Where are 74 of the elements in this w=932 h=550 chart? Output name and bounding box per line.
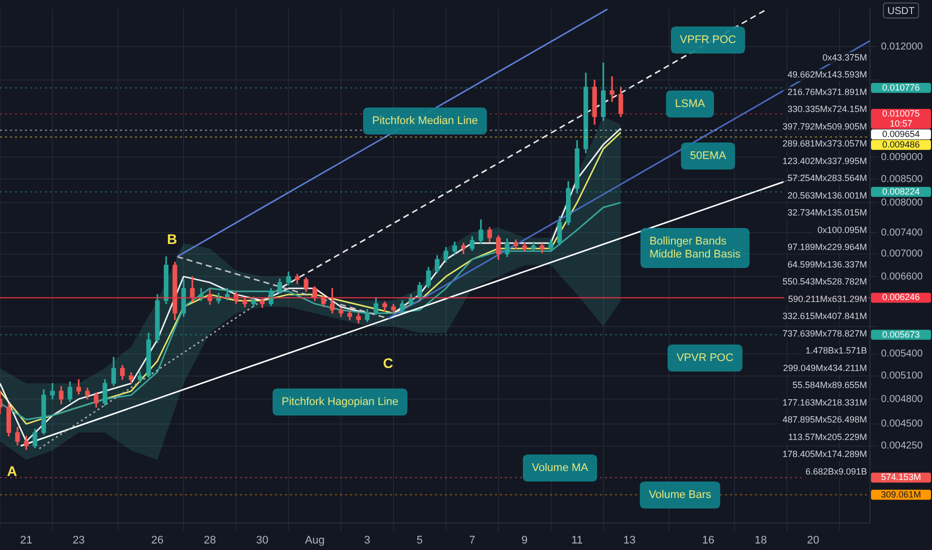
- annotation: 216.76Mx371.891M: [787, 86, 867, 97]
- annotation: 55.584Mx89.655M: [792, 380, 867, 390]
- annotation: 550.543Mx528.782M: [782, 276, 867, 287]
- annotation: B: [166, 230, 178, 247]
- annotation: Volume Bars: [648, 489, 712, 502]
- annotation: 50EMA: [690, 150, 727, 162]
- x-tick-label: 23: [72, 534, 85, 546]
- annotation: 590.211Mx631.29M: [788, 294, 867, 304]
- x-tick-label: 7: [469, 534, 476, 546]
- annotation: 177.163Mx218.331M: [782, 397, 867, 408]
- annotation: 0x43.375M: [822, 52, 867, 62]
- ref-line-label: 0.009486: [882, 139, 920, 150]
- annotation: 64.599Mx136.337M: [787, 259, 867, 270]
- ref-line-label: 574.153M: [880, 472, 922, 482]
- ref-line-label: 0.005673: [882, 329, 920, 340]
- y-tick-label: 0.004500: [881, 418, 924, 430]
- annotation: 6.682Bx9.091B: [805, 466, 867, 476]
- annotation: 487.895Mx526.498M: [782, 414, 867, 425]
- y-tick-label: 0.006600: [881, 271, 924, 282]
- x-tick-label: 18: [754, 534, 767, 546]
- annotation: 57.254Mx283.564M: [787, 173, 867, 184]
- ref-line-label: 0.006246: [882, 292, 920, 302]
- x-tick-label: 3: [364, 534, 370, 546]
- x-tick-label: 20: [807, 534, 820, 546]
- annotation: 397.792Mx509.905M: [782, 121, 867, 132]
- annotation: 289.681Mx373.057M: [782, 138, 867, 149]
- annotation: 97.189Mx229.964M: [787, 242, 867, 252]
- annotation: VPVR POC: [676, 352, 734, 364]
- annotation: 123.402Mx337.995M: [782, 156, 867, 166]
- y-tick-label: 0.009000: [881, 152, 924, 163]
- x-tick-label: Aug: [304, 534, 325, 546]
- ref-line-label: 0.010776: [882, 82, 920, 92]
- annotation: 299.049Mx434.211M: [783, 362, 867, 373]
- annotation: 332.615Mx407.841M: [782, 311, 867, 322]
- annotation: 20.563Mx136.001M: [787, 190, 867, 200]
- annotation: Pitchfork Median Line: [372, 115, 478, 128]
- annotation: Volume MA: [532, 462, 589, 474]
- x-tick-label: 9: [522, 534, 528, 546]
- ref-line-label: 309.061M: [880, 489, 922, 500]
- y-tick-label: 0.007000: [881, 248, 924, 260]
- annotation: A: [6, 462, 18, 479]
- y-tick-label: 0.004250: [881, 440, 924, 452]
- y-tick-label: 0.008000: [881, 197, 924, 208]
- annotation: C: [382, 354, 394, 371]
- y-tick-label: 0.005400: [881, 348, 924, 360]
- x-tick-label: 16: [702, 534, 714, 546]
- y-tick-label: 0.007400: [881, 227, 924, 238]
- x-tick-label: 13: [623, 534, 636, 546]
- annotation: 737.639Mx778.827M: [782, 328, 867, 338]
- y-axis-title: USDT: [887, 6, 915, 17]
- annotation: Pitchfork Hagopian Line: [282, 396, 398, 408]
- annotation: VPFR POC: [680, 34, 736, 46]
- annotation: LSMA: [675, 98, 706, 110]
- ref-line-label: 0.010075 10:57: [882, 108, 920, 128]
- annotation: Bollinger Bands Middle Band Basis: [649, 236, 742, 261]
- annotation: 113.57Mx205.229M: [788, 432, 867, 442]
- y-tick-label: 0.005100: [881, 370, 924, 382]
- x-tick-label: 30: [256, 534, 268, 546]
- x-tick-label: 28: [204, 534, 216, 546]
- ref-line-label: 0.009654: [882, 128, 920, 139]
- x-tick-label: 5: [416, 534, 423, 546]
- y-tick-label: 0.008500: [881, 174, 924, 185]
- annotation: 49.662Mx143.593M: [787, 70, 867, 80]
- x-tick-label: 21: [20, 534, 32, 546]
- annotation: 330.335Mx724.15M: [787, 104, 867, 114]
- ref-line-label: 0.008224: [882, 186, 920, 196]
- y-tick-label: 0.004800: [881, 394, 924, 405]
- annotation: 1.478Bx1.571B: [805, 346, 867, 356]
- x-tick-label: 26: [151, 534, 164, 546]
- annotation: 0x100.095M: [817, 224, 867, 235]
- annotation: 32.734Mx135.015M: [787, 208, 867, 218]
- annotation: 178.405Mx174.289M: [782, 449, 867, 460]
- y-tick-label: 0.012000: [881, 41, 924, 52]
- x-tick-label: 11: [571, 534, 583, 546]
